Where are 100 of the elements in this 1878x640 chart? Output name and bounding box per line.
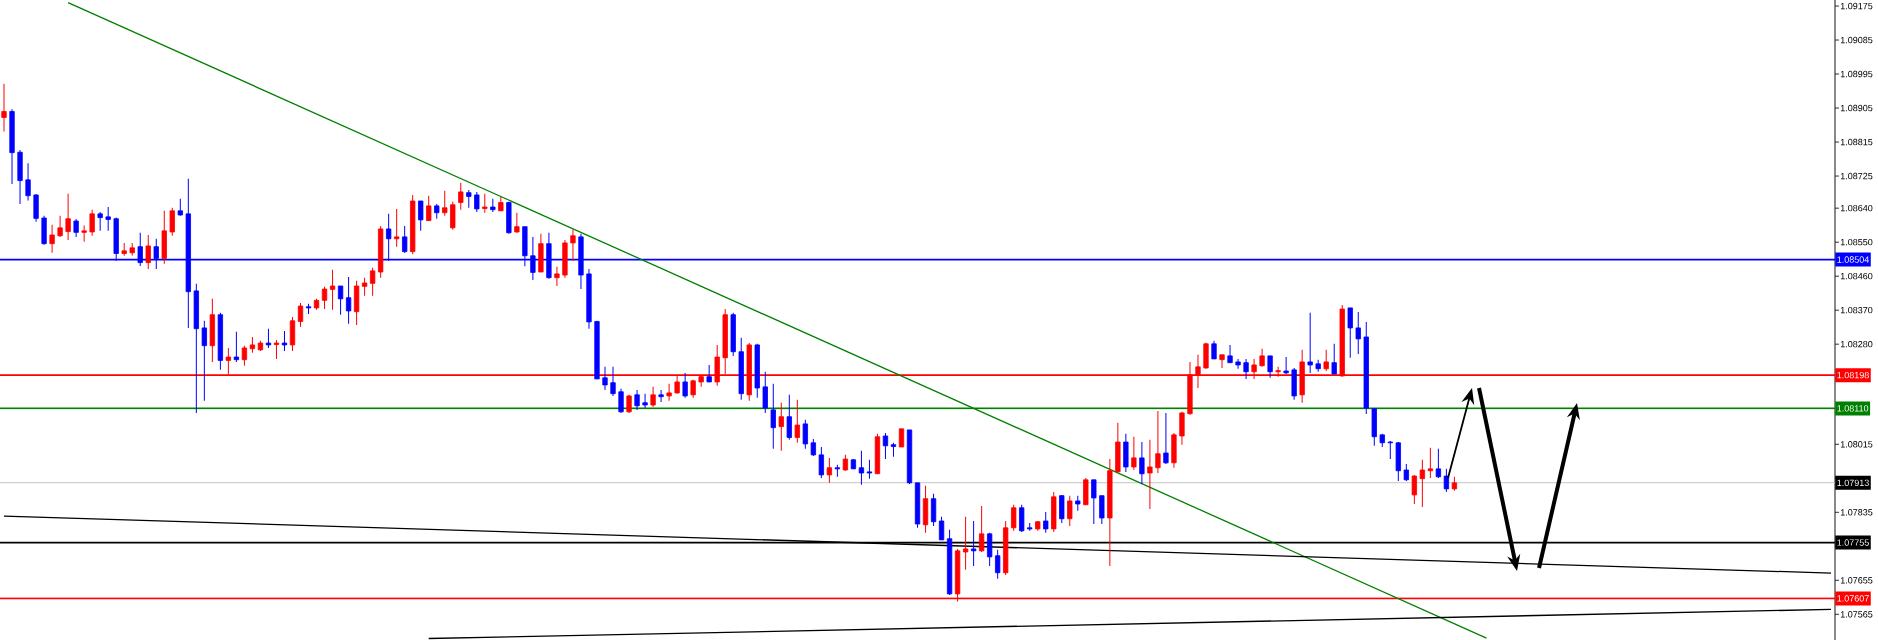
candlestick xyxy=(321,286,328,310)
candlestick xyxy=(602,366,608,391)
candlestick xyxy=(442,190,448,217)
candlestick xyxy=(97,211,103,232)
candlestick xyxy=(233,331,240,363)
candlestick xyxy=(201,320,207,402)
candlestick xyxy=(265,328,272,349)
candlestick xyxy=(369,267,376,297)
y-tick-label: 1.07655 xyxy=(1840,577,1873,584)
candlestick xyxy=(866,459,873,480)
candlestick xyxy=(962,516,969,571)
y-tick-label: 1.08995 xyxy=(1840,70,1873,78)
candlestick xyxy=(81,225,87,243)
candlestick xyxy=(650,386,656,408)
candlestick xyxy=(145,234,151,270)
ref-line-label: 1.08504 xyxy=(1837,256,1869,263)
candlestick xyxy=(345,276,352,325)
candlestick xyxy=(986,532,993,567)
candlestick xyxy=(426,195,432,222)
candlestick xyxy=(394,208,400,248)
candlestick xyxy=(1155,410,1161,474)
candlestick xyxy=(1419,459,1425,508)
y-tick-label: 1.09085 xyxy=(1840,36,1873,44)
candlestick xyxy=(762,371,768,414)
candlestick xyxy=(995,549,1001,580)
candlestick xyxy=(1227,344,1233,364)
candlestick xyxy=(273,339,280,360)
candlestick xyxy=(25,162,31,202)
y-tick-label: 1.08905 xyxy=(1840,104,1873,112)
candlestick xyxy=(474,191,480,213)
candlestick xyxy=(970,520,977,567)
candlestick xyxy=(1211,340,1217,360)
candlestick xyxy=(1267,355,1273,379)
candlestick xyxy=(1235,358,1241,370)
y-tick-label: 1.08280 xyxy=(1840,340,1873,348)
candlestick xyxy=(1011,504,1017,532)
candlestick xyxy=(618,388,624,414)
candlestick xyxy=(554,266,560,287)
candlestick xyxy=(33,193,39,223)
candlestick xyxy=(770,383,776,450)
candlestick xyxy=(802,419,808,450)
candlestick xyxy=(418,200,424,232)
ref-line-label: 1.07913 xyxy=(1837,479,1869,487)
candlestick xyxy=(642,393,648,409)
candlestick xyxy=(57,215,63,238)
y-tick-label: 1.09175 xyxy=(1840,2,1873,10)
candlestick xyxy=(329,269,336,311)
candlestick xyxy=(634,389,640,411)
candlestick xyxy=(1131,436,1137,471)
candlestick xyxy=(105,206,111,232)
candlestick xyxy=(938,516,945,541)
candlestick xyxy=(1243,358,1249,380)
candlestick xyxy=(402,225,408,254)
candlestick xyxy=(1307,312,1313,374)
candlestick xyxy=(1427,447,1434,479)
candlestick xyxy=(786,394,792,441)
candlestick xyxy=(658,389,664,403)
candlestick xyxy=(281,330,288,352)
candlestick xyxy=(570,229,576,262)
candlestick xyxy=(882,432,889,460)
candlestick xyxy=(1347,307,1353,359)
candlestick xyxy=(858,450,865,486)
candlestick xyxy=(610,366,616,397)
candlestick xyxy=(1043,511,1049,534)
candlestick xyxy=(450,201,456,231)
candlestick xyxy=(1091,479,1097,525)
candlestick xyxy=(49,224,55,254)
candlestick xyxy=(930,493,937,527)
candlestick xyxy=(514,212,520,234)
candlestick xyxy=(1331,343,1337,375)
candlestick xyxy=(826,457,833,484)
candlestick xyxy=(1219,354,1225,369)
y-tick-label: 1.08370 xyxy=(1840,306,1873,314)
candlestick xyxy=(1443,468,1450,493)
candlestick xyxy=(1283,356,1289,375)
y-tick-label: 1.07565 xyxy=(1840,611,1873,618)
candlestick xyxy=(898,428,905,448)
candlestick xyxy=(1067,495,1073,527)
candlestick xyxy=(978,505,985,553)
candlestick xyxy=(1019,504,1025,533)
candlestick xyxy=(1059,494,1065,524)
candlestick xyxy=(818,446,825,479)
candlestick xyxy=(65,193,71,241)
candlestick xyxy=(1147,439,1153,510)
y-tick-label: 1.08725 xyxy=(1840,172,1873,180)
candlestick xyxy=(1323,349,1329,372)
candlestick xyxy=(1411,474,1417,505)
candlestick xyxy=(778,402,784,452)
candlestick xyxy=(1435,448,1442,479)
candlestick xyxy=(1179,411,1185,446)
ref-line-label: 1.07607 xyxy=(1837,595,1869,602)
candlestick xyxy=(337,285,344,316)
y-tick-label: 1.08640 xyxy=(1840,204,1873,212)
ref-line-label: 1.08110 xyxy=(1837,405,1869,412)
candlestick xyxy=(89,209,95,237)
candlestick xyxy=(794,399,800,444)
candlestick xyxy=(1099,495,1105,525)
y-tick-label: 1.08550 xyxy=(1840,238,1873,246)
ref-line-label: 1.08198 xyxy=(1837,371,1869,379)
candlestick xyxy=(458,182,464,211)
